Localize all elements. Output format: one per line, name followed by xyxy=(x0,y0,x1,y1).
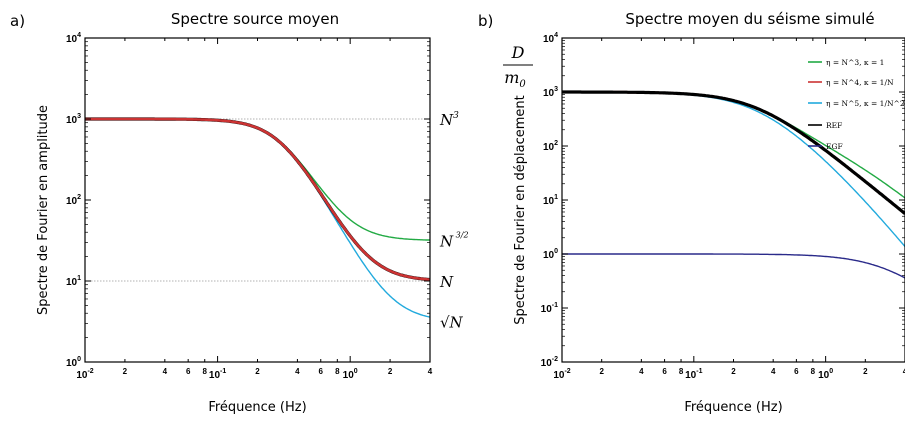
right-annotation: N 3/2 xyxy=(439,231,469,251)
x-minor-label: 4 xyxy=(428,367,433,376)
y-axis-label: Spectre de Fourier en déplacement xyxy=(513,95,528,325)
series-line-4 xyxy=(562,90,905,215)
series-group xyxy=(562,90,905,279)
series-line-3 xyxy=(562,91,905,248)
x-minor-label: 6 xyxy=(662,367,667,376)
x-tick-label: 10-2 xyxy=(553,368,570,381)
x-tick-label: 10-1 xyxy=(209,368,226,381)
right-annotation: √N xyxy=(440,314,464,332)
x-tick-label: 100 xyxy=(343,368,358,381)
x-minor-label: 4 xyxy=(639,367,644,376)
x-minor-label: 6 xyxy=(794,367,799,376)
x-minor-label: 2 xyxy=(255,367,260,376)
right-annotation: N3 xyxy=(439,111,459,129)
legend-label: REF xyxy=(826,121,842,130)
legend-label: η = N^5, κ = 1/N^2 xyxy=(826,99,905,108)
y-tick-label: 102 xyxy=(543,140,558,153)
x-minor-label: 8 xyxy=(203,367,208,376)
y-side-label: Dm0 xyxy=(503,43,533,90)
x-minor-label: 4 xyxy=(903,367,905,376)
y-axis-label: Spectre de Fourier en amplitude xyxy=(36,105,51,315)
x-minor-label: 2 xyxy=(388,367,393,376)
y-tick-label: 104 xyxy=(543,32,558,45)
y-tick-label: 103 xyxy=(66,113,81,126)
y-tick-label: 102 xyxy=(66,194,81,207)
x-minor-label: 6 xyxy=(319,367,324,376)
x-minor-label: 2 xyxy=(731,367,736,376)
panel-label: a) xyxy=(10,12,25,30)
x-minor-label: 4 xyxy=(771,367,776,376)
x-minor-label: 4 xyxy=(163,367,168,376)
panel-label: b) xyxy=(478,12,493,30)
plot-frame xyxy=(84,37,431,363)
fraction-numerator: D xyxy=(511,43,525,62)
y-tick-label: 100 xyxy=(66,356,81,369)
chart-panel-1: a) Spectre source moyen 2 4 6 8 2 4 6 8 2 4 Fréquenc… xyxy=(10,10,469,415)
x-tick-label: 100 xyxy=(818,368,833,381)
chart-panel-2: b) Spectre moyen du séisme simulé 2 4 6 8 2 4 6 8… xyxy=(478,10,905,415)
y-tick-label: 101 xyxy=(543,194,558,207)
right-annotation: N xyxy=(439,273,454,291)
y-tick-label: 100 xyxy=(543,248,558,261)
x-minor-label: 8 xyxy=(679,367,684,376)
y-tick-label: 10-1 xyxy=(541,302,558,315)
x-minor-label: 2 xyxy=(599,367,604,376)
x-axis-label: Fréquence (Hz) xyxy=(208,400,306,415)
series-line-5 xyxy=(562,253,905,279)
series-line-4 xyxy=(85,117,430,281)
series-line-2 xyxy=(562,90,905,215)
chart-title: Spectre source moyen xyxy=(171,10,339,28)
y-tick-label: 101 xyxy=(66,275,81,288)
x-minor-label: 8 xyxy=(811,367,816,376)
series-line-3 xyxy=(85,117,430,282)
x-minor-label: 2 xyxy=(863,367,868,376)
fraction-denominator: m0 xyxy=(504,68,526,90)
series-group xyxy=(85,117,430,318)
x-tick-label: 10-2 xyxy=(76,368,93,381)
y-tick-label: 10-2 xyxy=(541,356,558,369)
legend-label: EGF xyxy=(826,142,843,151)
x-minor-label: 6 xyxy=(186,367,191,376)
legend: η = N^3, κ = 1 η = N^4, κ = 1/N η = N^5, κ… xyxy=(808,58,905,151)
x-tick-label: 10-1 xyxy=(685,368,702,381)
series-line-1 xyxy=(85,118,430,241)
chart-title: Spectre moyen du séisme simulé xyxy=(625,10,874,28)
legend-label: η = N^4, κ = 1/N xyxy=(826,78,894,87)
series-line-2 xyxy=(85,118,430,318)
y-tick-label: 103 xyxy=(543,86,558,99)
legend-label: η = N^3, κ = 1 xyxy=(826,58,884,67)
x-minor-label: 8 xyxy=(335,367,340,376)
x-minor-label: 4 xyxy=(295,367,300,376)
x-axis-label: Fréquence (Hz) xyxy=(684,400,782,415)
y-tick-label: 104 xyxy=(66,32,81,45)
x-minor-label: 2 xyxy=(123,367,128,376)
